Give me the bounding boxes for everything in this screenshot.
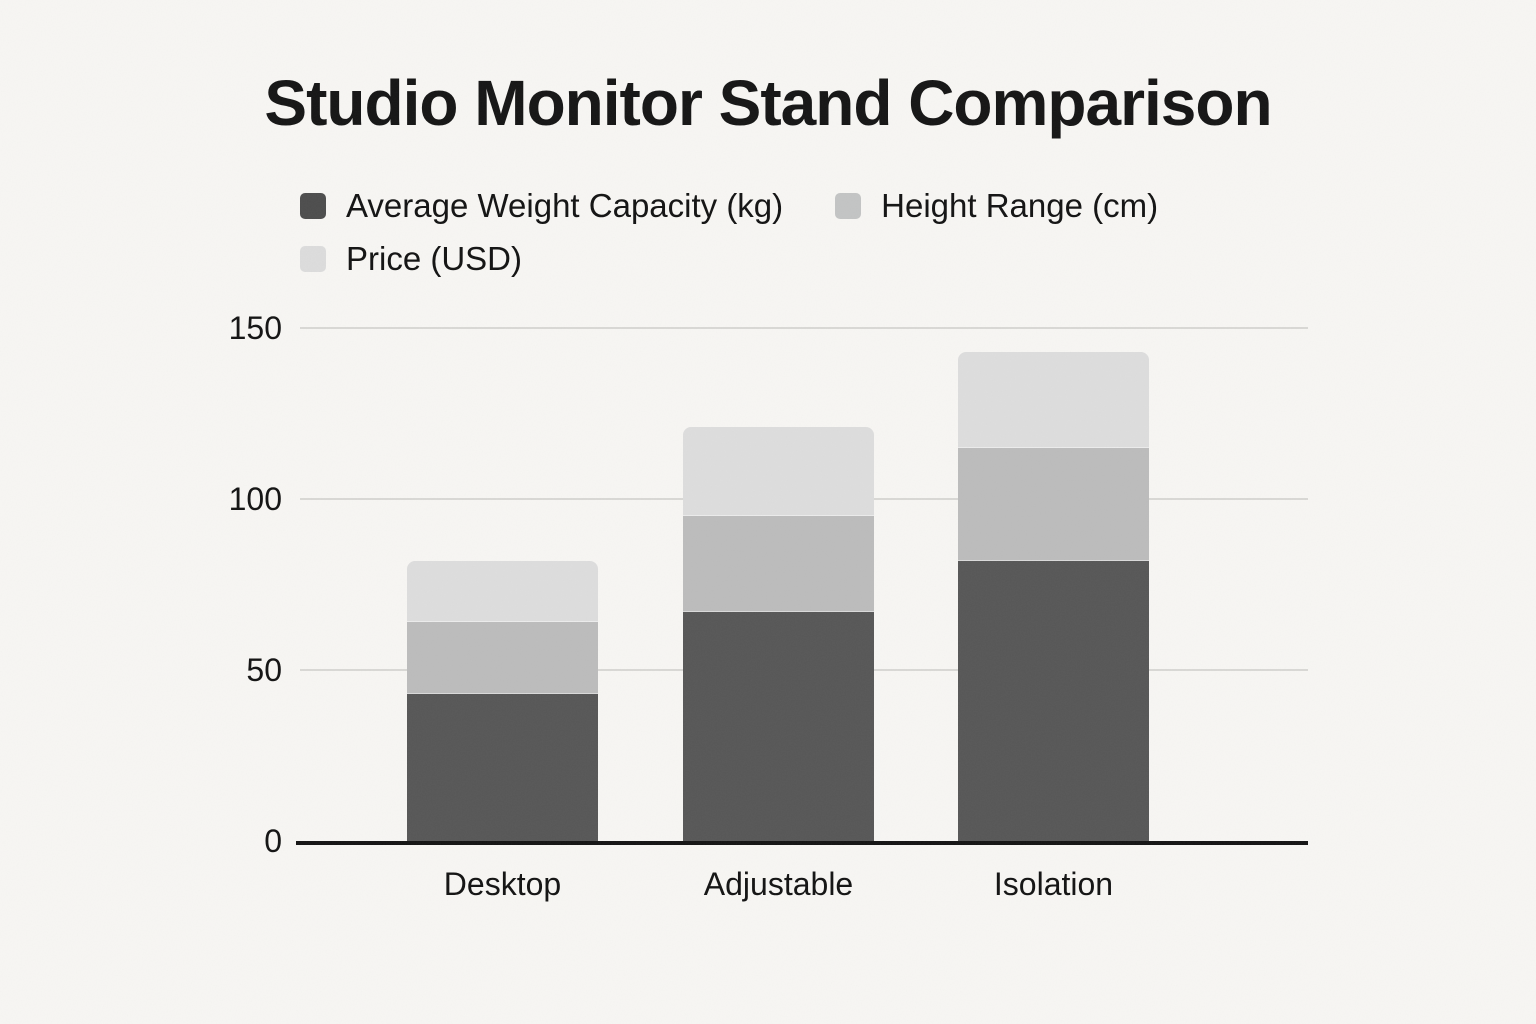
bar-segment-desktop-series-1 bbox=[407, 622, 598, 694]
legend-item-height-range: Height Range (cm) bbox=[835, 188, 1158, 224]
x-axis-line bbox=[296, 841, 1308, 845]
bar-desktop bbox=[407, 560, 598, 841]
legend-label-height-range: Height Range (cm) bbox=[881, 187, 1159, 224]
legend-swatch-weight-capacity-icon bbox=[300, 193, 326, 219]
bar-segment-desktop-series-0 bbox=[407, 693, 598, 841]
y-tick-label-150: 150 bbox=[228, 310, 282, 346]
bar-segment-isolation-series-1 bbox=[958, 447, 1149, 561]
legend-label-price: Price (USD) bbox=[346, 240, 523, 277]
legend-label-weight-capacity: Average Weight Capacity (kg) bbox=[346, 187, 784, 224]
legend-swatch-price-icon bbox=[300, 246, 326, 272]
legend-row-1: Average Weight Capacity (kg) Height Rang… bbox=[300, 188, 1158, 224]
bar-segment-adjustable-series-0 bbox=[683, 611, 874, 841]
bar-segment-adjustable-series-2 bbox=[683, 427, 874, 517]
chart-title: Studio Monitor Stand Comparison bbox=[264, 67, 1272, 139]
bar-segment-isolation-series-2 bbox=[958, 351, 1149, 448]
gridline-150 bbox=[300, 327, 1308, 329]
legend-swatch-height-range-icon bbox=[835, 193, 862, 219]
bar-isolation bbox=[958, 351, 1149, 841]
legend-item-price: Price (USD) bbox=[300, 241, 522, 277]
y-tick-label-0: 0 bbox=[264, 823, 282, 859]
plot-area: Desktop Adjustable Isolation bbox=[296, 327, 1308, 902]
bar-adjustable bbox=[683, 427, 874, 841]
legend: Average Weight Capacity (kg) Height Rang… bbox=[300, 188, 1158, 294]
legend-row-2: Price (USD) bbox=[300, 241, 1158, 277]
x-label-isolation: Isolation bbox=[993, 866, 1114, 902]
bar-segment-desktop-series-2 bbox=[407, 560, 598, 623]
bar-segment-isolation-series-0 bbox=[958, 560, 1149, 841]
x-label-adjustable: Adjustable bbox=[703, 866, 854, 902]
y-tick-label-50: 50 bbox=[246, 652, 282, 688]
bar-segment-adjustable-series-1 bbox=[683, 516, 874, 612]
legend-item-weight-capacity: Average Weight Capacity (kg) bbox=[300, 188, 783, 224]
y-tick-label-100: 100 bbox=[228, 481, 282, 517]
x-label-desktop: Desktop bbox=[443, 866, 562, 902]
